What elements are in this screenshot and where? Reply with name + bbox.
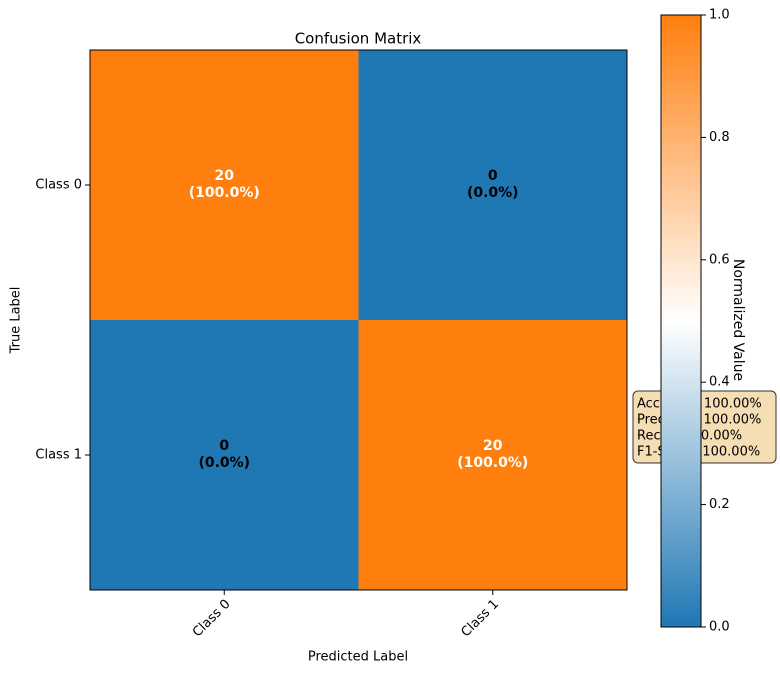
cell-count: 20 (215, 168, 235, 184)
colorbar-tick-label: 0.8 (709, 130, 730, 145)
cell-percent: (100.0%) (189, 185, 260, 201)
cell-count: 20 (483, 438, 503, 454)
colorbar-tick-label: 0.2 (709, 497, 730, 512)
colorbar-tick-label: 0.4 (709, 375, 730, 390)
cell-percent: (0.0%) (467, 185, 519, 201)
y-axis-label: True Label (9, 287, 24, 355)
colorbar-label: Normalized Value (730, 259, 746, 381)
cell-count: 0 (488, 168, 498, 184)
cell-percent: (0.0%) (198, 455, 250, 471)
cell (90, 50, 359, 320)
chart-title: Confusion Matrix (295, 30, 422, 48)
cell-count: 0 (219, 438, 229, 454)
colorbar (660, 14, 702, 628)
plot-frame (89, 49, 628, 591)
y-tick-label: Class 1 (35, 448, 82, 463)
x-tick-label: Class 1 (458, 597, 502, 641)
colorbar-tick-label: 0.6 (709, 252, 730, 267)
cell (358, 50, 627, 320)
y-tick-label: Class 0 (35, 178, 82, 193)
colorbar-tick-label: 1.0 (709, 8, 730, 23)
cell (358, 320, 627, 590)
x-axis-label: Predicted Label (308, 650, 408, 665)
colorbar-tick-label: 0.0 (709, 620, 730, 635)
cell (90, 320, 359, 590)
x-tick-label: Class 0 (190, 597, 234, 641)
cell-percent: (100.0%) (457, 455, 528, 471)
